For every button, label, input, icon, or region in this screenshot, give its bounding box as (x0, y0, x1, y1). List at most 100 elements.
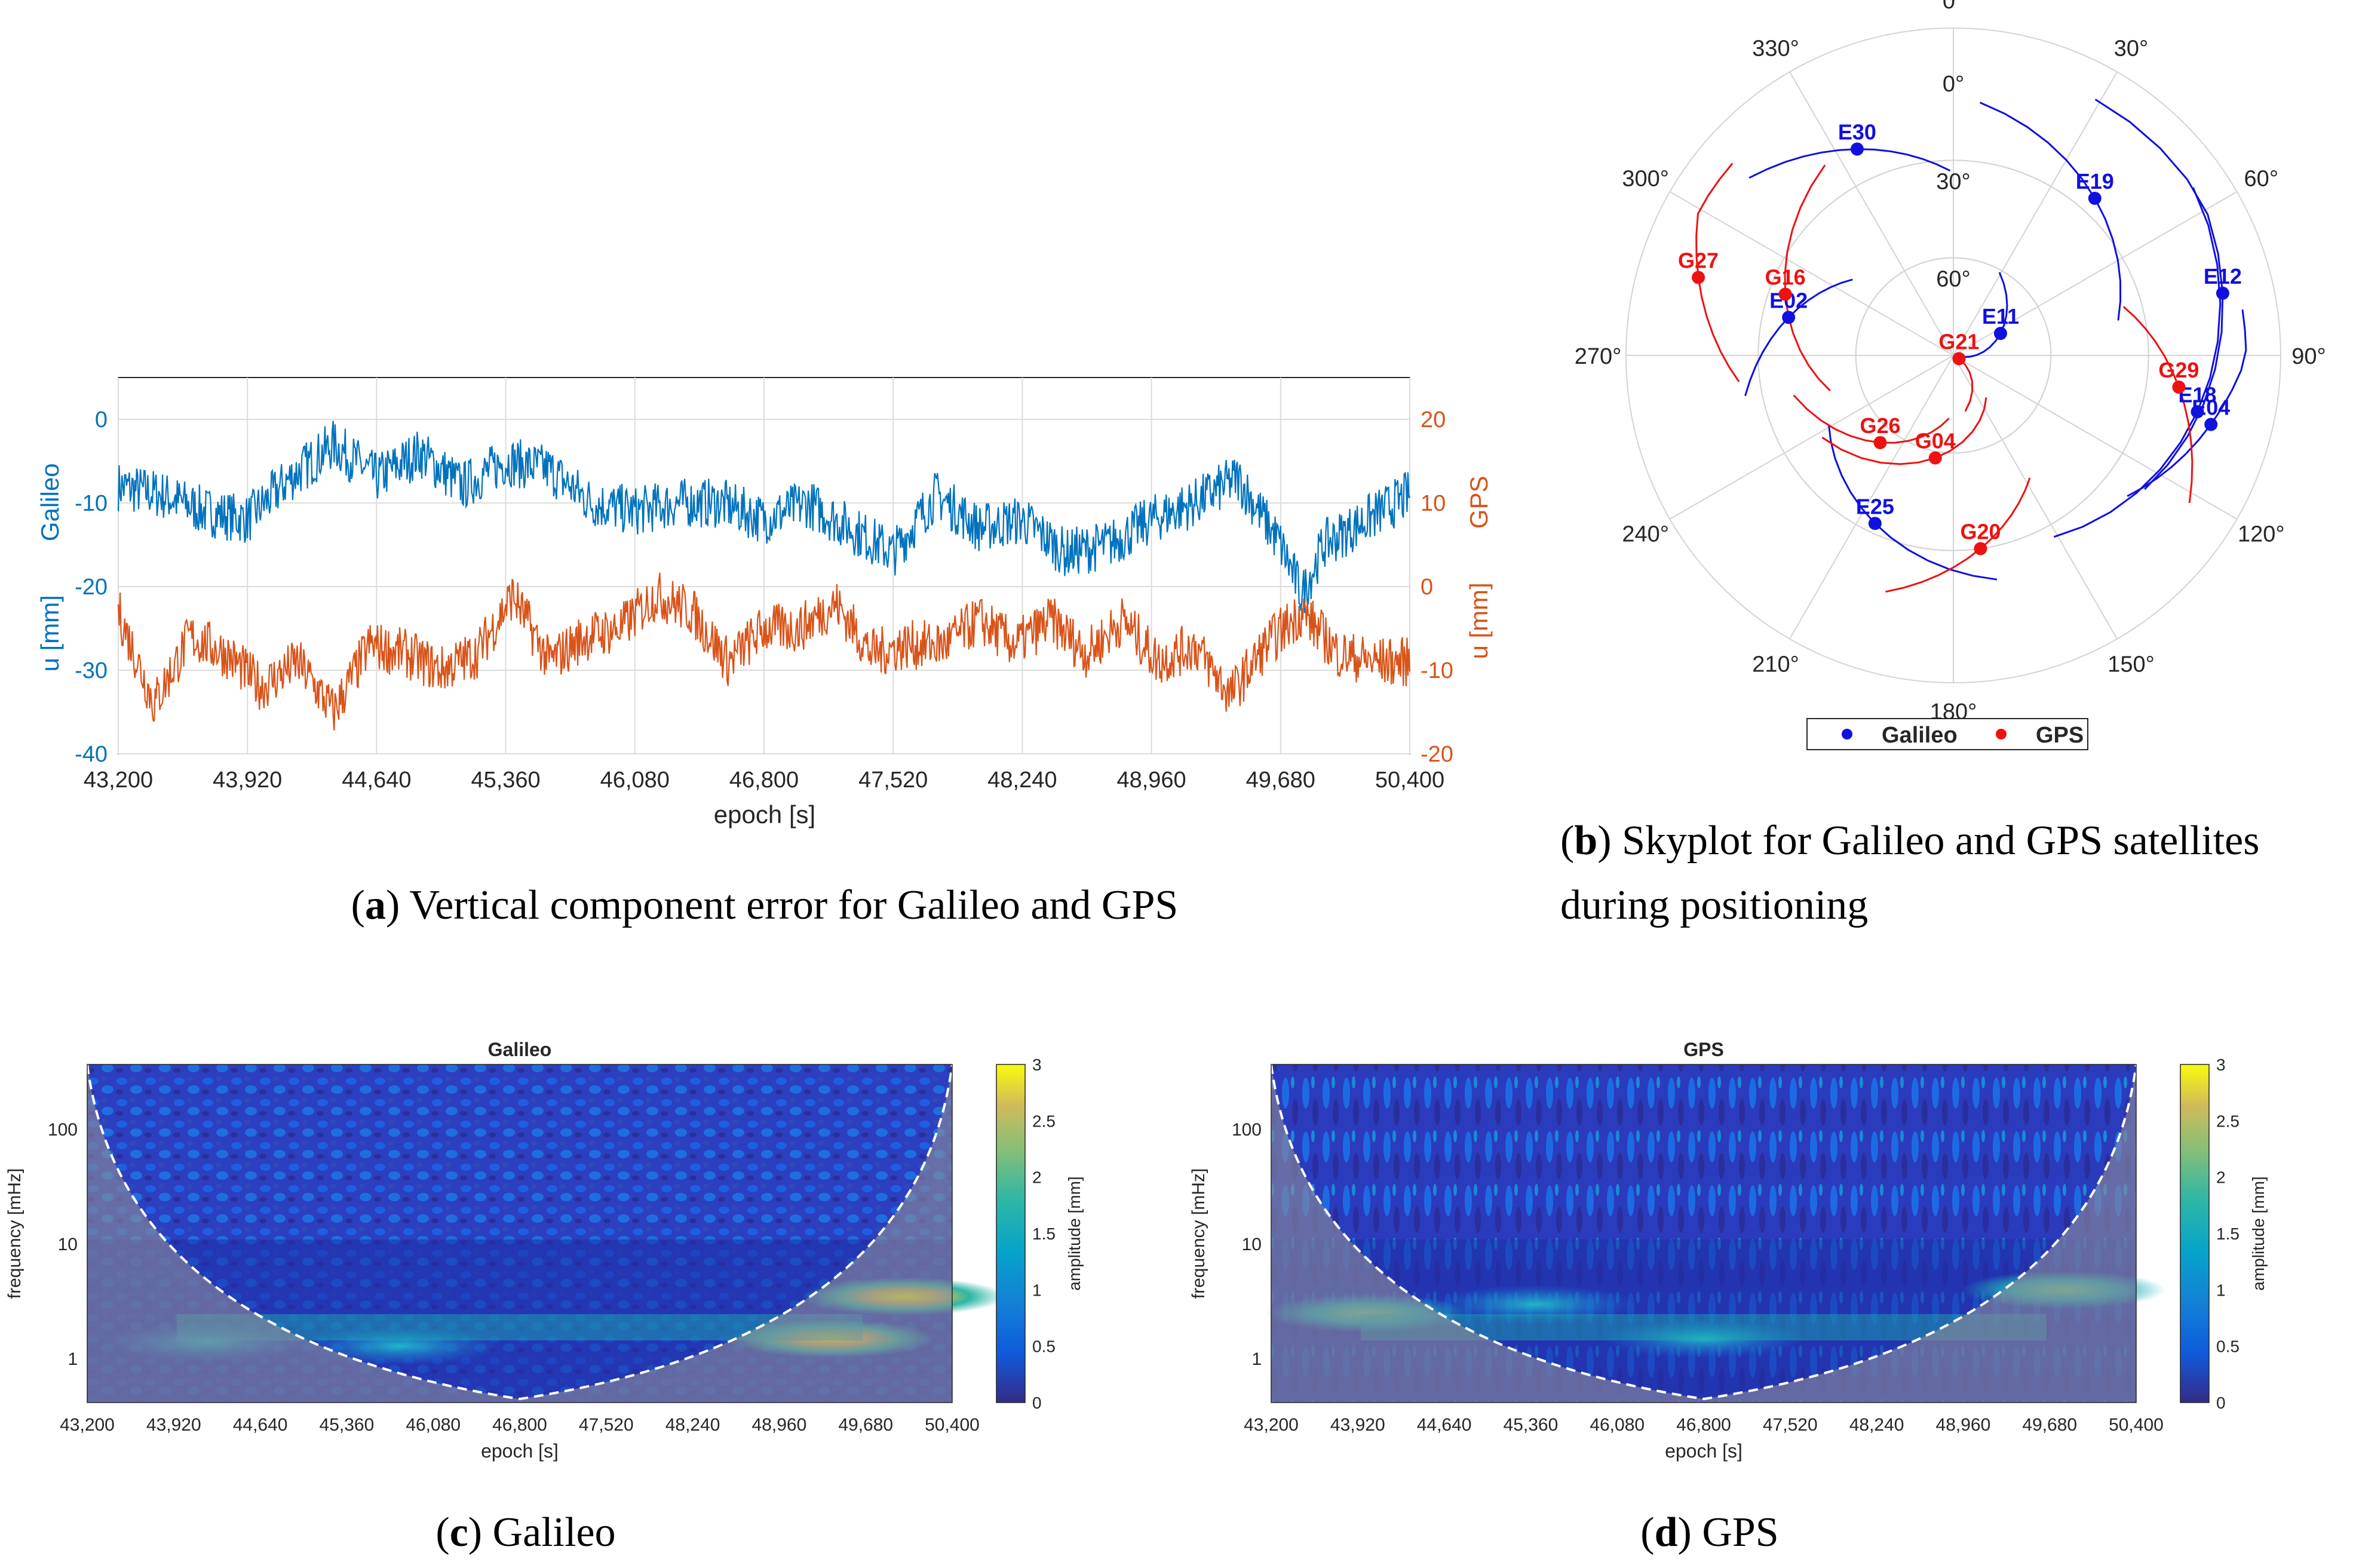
x-tick-label: 48,960 (1936, 1415, 1991, 1435)
elevation-label: 0° (1943, 72, 1964, 97)
panel-c-scalogram: Galileo 43,200 43,920 44,640 45,360 46,080 46,… (5, 1039, 1084, 1462)
caption-b-text-1: Skyplot for Galileo and GPS satellites (1612, 818, 2260, 864)
caption-d-letter: d (1655, 1509, 1678, 1555)
x-tick-label: 44,640 (342, 768, 411, 793)
x-tick-label: 50,400 (1375, 768, 1444, 793)
hotspot (1434, 1285, 1637, 1324)
track-E12 (2094, 99, 2224, 490)
azimuth-spoke (1953, 355, 2118, 640)
x-tick-label: 43,920 (213, 768, 282, 793)
colorbar-label: amplitude [mm] (2249, 1176, 2268, 1290)
colorbar-tick: 2.5 (1032, 1112, 1056, 1130)
satellite-G20 (1974, 542, 1987, 556)
colorbar-tick: 2 (1032, 1168, 1042, 1187)
satellite-G27 (1692, 271, 1705, 284)
scalogram-frame (87, 1064, 953, 1403)
legend-label-galileo: Galileo (1882, 723, 1958, 748)
satellite-label-E11: E11 (1982, 304, 2019, 329)
x-tick-label: 47,520 (858, 768, 928, 793)
y-tick-right: 0 (1421, 575, 1433, 600)
panel-b-legend: Galileo GPS (1806, 718, 2088, 750)
panel-a-x-ticks: 43,200 43,920 44,640 45,360 46,080 46,800 47,5… (84, 768, 1444, 793)
elevation-label: 60° (1936, 267, 1970, 292)
x-tick-label: 43,200 (84, 768, 153, 793)
panel-a-y-label-left: u [mm] Galileo (36, 463, 64, 671)
azimuth-label: 150° (2107, 652, 2155, 677)
x-tick-label: 48,240 (665, 1415, 720, 1435)
y-tick-right: -20 (1421, 742, 1453, 767)
y-tick-label: 10 (1242, 1235, 1262, 1254)
scalogram-title: GPS (1683, 1039, 1724, 1060)
colorbar-tick: 0 (1032, 1394, 1042, 1412)
satellite-E30 (1850, 142, 1864, 156)
panel-a-y-ticks-right: 20 10 0 -10 -20 (1421, 407, 1453, 767)
x-tick-label: 43,920 (1330, 1415, 1385, 1435)
azimuth-label: 90° (2291, 344, 2326, 369)
satellite-label-G04: G04 (1915, 429, 1956, 453)
hotspot (1602, 1320, 1805, 1358)
panel-a-y-ticks-left: 0 -10 -20 -30 -40 (75, 407, 108, 767)
colorbar-tick: 1 (2216, 1281, 2226, 1299)
azimuth-label: 210° (1752, 652, 1799, 677)
legend-marker-galileo (1842, 729, 1852, 739)
caption-b-letter: b (1574, 818, 1597, 864)
y-tick-label: 1 (1251, 1349, 1262, 1369)
azimuth-label: 30° (2114, 36, 2148, 62)
colorbar-tick: 3 (1032, 1055, 1042, 1074)
azimuth-spoke (1789, 355, 1954, 640)
colorbar (2180, 1064, 2210, 1403)
satellite-G26 (1873, 435, 1887, 449)
panel-b-skyplot: E30E19E12E02E11E18E04E25G27G16G21G29G26G… (1575, 0, 2326, 750)
x-tick-label: 44,640 (233, 1415, 288, 1435)
x-tick-label: 49,680 (2022, 1415, 2077, 1435)
caption-b-line2: during positioning (1560, 882, 1868, 928)
caption-c-letter: c (450, 1509, 468, 1555)
satellite-E18 (2191, 405, 2204, 419)
panel-a-series (117, 421, 1411, 731)
azimuth-label: 120° (2238, 522, 2285, 547)
y-tick-right: 20 (1421, 407, 1446, 432)
satellite-label-E12: E12 (2204, 264, 2242, 289)
x-tick-label: 43,200 (60, 1415, 115, 1435)
azimuth-spoke (1669, 355, 1954, 520)
satellite-label-E30: E30 (1838, 120, 1876, 145)
colorbar-tick: 1.5 (1032, 1225, 1056, 1243)
colorbar-tick: 0 (2216, 1394, 2226, 1412)
legend-box (1806, 718, 2088, 750)
scalogram-y-label: frequency [mHz] (5, 1168, 24, 1299)
x-tick-label: 49,680 (838, 1415, 893, 1435)
y-tick-right: 10 (1421, 491, 1446, 516)
colorbar-tick: 3 (2216, 1055, 2226, 1074)
scalogram-y-label: frequency [mHz] (1189, 1168, 1208, 1299)
y-tick-left: -30 (75, 658, 108, 683)
satellite-E12 (2216, 286, 2229, 300)
satellite-label-G27: G27 (1678, 248, 1719, 272)
x-tick-label: 49,680 (1246, 768, 1315, 793)
panel-a-grid (118, 378, 1410, 754)
coi-boundary (86, 1064, 953, 1401)
panel-a-y-label-right: u [mm] GPS (1465, 475, 1493, 659)
x-tick-label: 46,080 (600, 768, 670, 793)
caption-c-text: Galileo (482, 1509, 616, 1555)
caption-a-text: Vertical component error for Galileo and… (400, 882, 1178, 928)
satellite-G29 (2172, 381, 2186, 394)
x-tick-label: 47,520 (1763, 1415, 1818, 1435)
azimuth-label: 240° (1622, 522, 1669, 547)
satellite-E02 (1782, 311, 1796, 324)
x-tick-label: 43,200 (1244, 1415, 1299, 1435)
legend-marker-gps (1996, 729, 2007, 739)
track-G20 (1885, 477, 2031, 593)
colorbar-label: amplitude [mm] (1065, 1176, 1084, 1290)
caption-d: (d) GPS (1640, 1509, 1778, 1555)
y-tick-left: -20 (75, 575, 108, 600)
satellite-G04 (1928, 451, 1942, 465)
colorbar-tick: 2 (2216, 1168, 2226, 1187)
track-G04 (1821, 397, 1987, 465)
satellite-label-E25: E25 (1856, 494, 1894, 518)
caption-a-letter: a (365, 882, 386, 928)
satellite-E04 (2204, 418, 2218, 431)
panel-a-line-chart: 43,200 43,920 44,640 45,360 46,080 46,800 47,5… (36, 377, 1493, 829)
y-tick-left: -10 (75, 491, 108, 516)
azimuth-label: 330° (1752, 36, 1799, 62)
